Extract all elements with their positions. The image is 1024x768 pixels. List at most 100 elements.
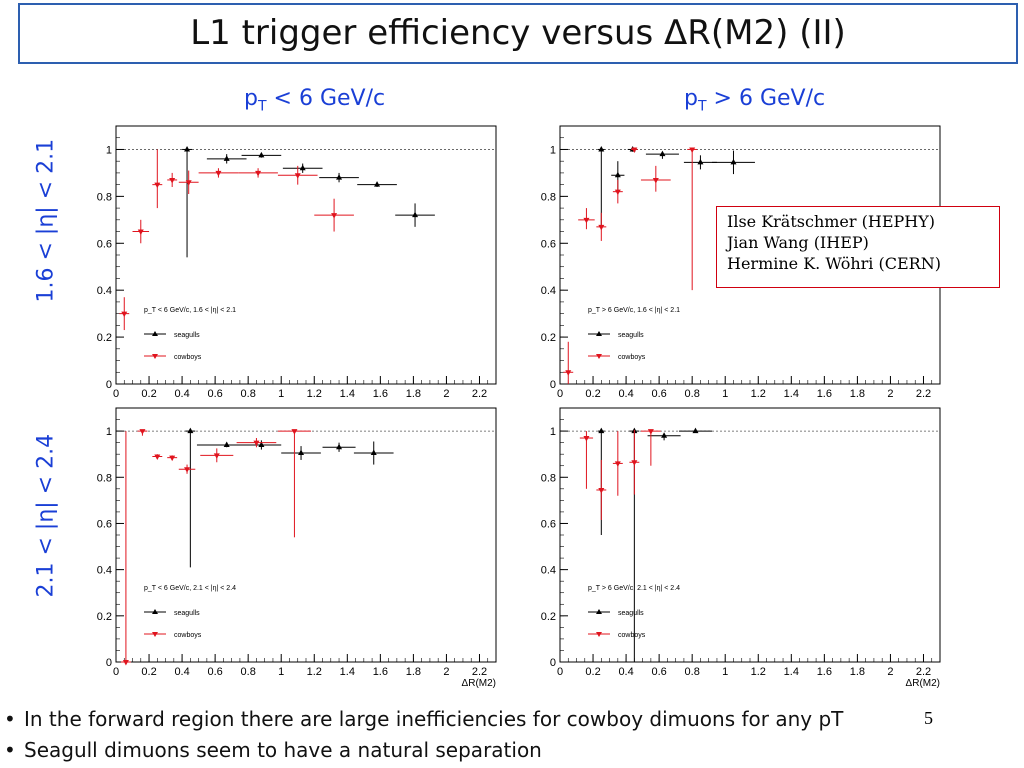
x-tick-label: 1.8: [850, 388, 865, 400]
x-tick-label: 1.2: [307, 388, 322, 400]
x-tick-label: 2: [443, 388, 449, 400]
cowboys-data-point: [122, 660, 129, 666]
x-tick-label: 1.2: [307, 666, 322, 678]
y-tick-label: 0.8: [541, 191, 556, 203]
y-tick-label: 0.2: [541, 611, 556, 623]
cowboys-data-point: [291, 429, 298, 435]
x-axis-label: ΔR(M2): [462, 678, 496, 689]
legend-marker: [152, 632, 158, 637]
x-tick-label: 0: [557, 388, 563, 400]
seagulls-data-point: [412, 211, 419, 218]
x-tick-label: 1.4: [340, 388, 355, 400]
seagulls-data-point: [614, 171, 621, 178]
y-tick-label: 0.2: [97, 611, 112, 623]
seagulls-data-point: [223, 441, 230, 447]
bullet-text: In the forward region there are large in…: [24, 707, 844, 731]
legend-marker: [596, 632, 602, 637]
plot-frame: [559, 407, 941, 663]
seagulls-data-point: [370, 449, 377, 456]
legend-label: cowboys: [618, 354, 646, 361]
cowboys-data-point: [121, 311, 128, 318]
column-header-low-pt: pT < 6 GeV/c: [244, 86, 386, 115]
legend-label: seagulls: [174, 332, 200, 339]
y-tick-label: 0.8: [97, 191, 112, 203]
y-tick-label: 0.6: [541, 238, 556, 250]
y-tick-label: 1: [550, 144, 556, 156]
x-tick-label: 1.8: [406, 388, 421, 400]
cowboys-data-point: [154, 182, 161, 189]
x-tick-label: 0.8: [241, 388, 256, 400]
cowboys-data-point: [583, 436, 590, 442]
legend-marker: [152, 609, 158, 614]
bullet-text: Seagull dimuons seem to have a natural s…: [24, 738, 542, 762]
legend-label: cowboys: [174, 632, 202, 639]
cowboys-data-point: [598, 224, 605, 231]
y-tick-label: 0: [106, 657, 112, 669]
cowboys-data-point: [154, 454, 161, 460]
legend-label: seagulls: [618, 610, 644, 617]
y-tick-label: 0.2: [541, 332, 556, 344]
cowboys-data-point: [631, 147, 638, 153]
x-axis-label: ΔR(M2): [906, 678, 940, 689]
x-tick-label: 0.8: [685, 388, 700, 400]
x-tick-label: 0.8: [241, 666, 256, 678]
x-tick-label: 1: [722, 388, 728, 400]
x-tick-label: 1.6: [817, 666, 832, 678]
x-tick-label: 2: [887, 666, 893, 678]
y-tick-label: 0.8: [97, 472, 112, 484]
efficiency-chart-top-left: 0 0.2 0.4 0.6 0.8 1 0 0.2 0.4 0.6 0.8 1 1.2 1.4 1.6 1.8…: [97, 125, 497, 400]
seagulls-data-point: [298, 449, 305, 456]
seagulls-data-point: [374, 181, 381, 187]
legend-label: cowboys: [618, 632, 646, 639]
seagulls-data-point: [258, 441, 265, 447]
x-tick-label: 1.8: [406, 666, 421, 678]
x-tick-label: 1.8: [850, 666, 865, 678]
author-line: Hermine K. Wöhri (CERN): [727, 254, 941, 273]
x-tick-label: 2: [887, 388, 893, 400]
x-tick-label: 1.6: [817, 388, 832, 400]
efficiency-chart-top-right: 0 0.2 0.4 0.6 0.8 1 0 0.2 0.4 0.6 0.8 1 1.2 1.4 1.6 1.8…: [541, 125, 941, 400]
x-tick-label: 2.2: [472, 388, 487, 400]
cowboys-data-point: [331, 213, 338, 219]
bullet-list: • In the forward region there are large …: [4, 704, 843, 766]
y-tick-label: 0.4: [541, 565, 556, 577]
seagulls-data-point: [730, 158, 737, 165]
y-tick-label: 0.8: [541, 472, 556, 484]
x-tick-label: 1.6: [373, 666, 388, 678]
x-tick-label: 0.2: [141, 666, 156, 678]
cowboys-data-point: [255, 170, 262, 177]
seagulls-data-point: [336, 174, 343, 180]
x-tick-label: 1.4: [784, 666, 799, 678]
x-tick-label: 0.4: [174, 666, 189, 678]
y-tick-label: 0.6: [541, 518, 556, 530]
slide-title: L1 trigger efficiency versus ΔR(M2) (II): [190, 13, 846, 53]
x-tick-label: 0.6: [207, 388, 222, 400]
y-tick-label: 0: [106, 379, 112, 391]
cowboys-data-point: [213, 453, 220, 459]
title-bar: L1 trigger efficiency versus ΔR(M2) (II): [18, 3, 1018, 64]
cowboys-data-point: [583, 217, 590, 224]
x-tick-label: 0.6: [651, 666, 666, 678]
cowboys-data-point: [294, 173, 301, 179]
y-tick-label: 0.6: [97, 518, 112, 530]
y-tick-label: 0: [550, 657, 556, 669]
cowboys-data-point: [169, 455, 176, 462]
x-tick-label: 0.2: [141, 388, 156, 400]
cowboys-data-point: [185, 180, 192, 186]
plot-frame: [115, 125, 497, 385]
x-tick-label: 0: [113, 666, 119, 678]
legend-marker: [596, 609, 602, 614]
page-number: 5: [924, 708, 933, 728]
x-tick-label: 1: [722, 666, 728, 678]
y-tick-label: 0: [550, 379, 556, 391]
seagulls-data-point: [336, 443, 343, 450]
x-tick-label: 1: [278, 666, 284, 678]
bullet-item: • In the forward region there are large …: [4, 704, 843, 735]
x-tick-label: 0.4: [174, 388, 189, 400]
x-tick-label: 0.2: [585, 388, 600, 400]
x-tick-label: 0.4: [618, 666, 633, 678]
y-tick-label: 0.4: [541, 285, 556, 297]
y-tick-label: 1: [550, 426, 556, 438]
y-tick-label: 0.2: [97, 332, 112, 344]
author-line: Ilse Krätschmer (HEPHY): [727, 212, 936, 231]
